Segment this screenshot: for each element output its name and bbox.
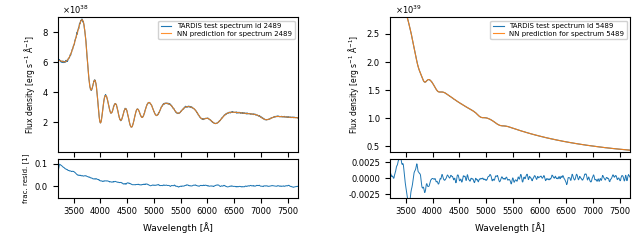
NN prediction for spectrum 5489 [489,120,497,122]
TARDIS test spectrum id 2489 [116,119,124,122]
TARDIS test spectrum id 2489 [80,24,88,27]
NN prediction for spectrum 2489 [116,119,124,122]
X-axis label: Wavelength [Å]: Wavelength [Å] [475,222,545,233]
Line: NN prediction for spectrum 5489: NN prediction for spectrum 5489 [390,0,630,150]
NN prediction for spectrum 2489 [54,59,61,61]
TARDIS test spectrum id 5489 [386,0,394,2]
TARDIS test spectrum id 5489 [449,97,456,100]
TARDIS test spectrum id 2489 [127,126,135,129]
NN prediction for spectrum 2489 [236,111,243,114]
NN prediction for spectrum 5489 [594,145,602,148]
TARDIS test spectrum id 2489 [54,58,61,61]
TARDIS test spectrum id 5489 [594,145,602,148]
Line: TARDIS test spectrum id 2489: TARDIS test spectrum id 2489 [58,19,298,127]
Text: $\times 10^{38}$: $\times 10^{38}$ [63,3,89,16]
Text: $\times 10^{39}$: $\times 10^{39}$ [394,3,421,16]
Y-axis label: frac. resid. [1]: frac. resid. [1] [22,154,29,203]
NN prediction for spectrum 2489 [78,18,86,21]
Line: NN prediction for spectrum 2489: NN prediction for spectrum 2489 [58,20,298,127]
TARDIS test spectrum id 2489 [157,107,164,110]
Line: TARDIS test spectrum id 5489: TARDIS test spectrum id 5489 [390,0,630,150]
TARDIS test spectrum id 2489 [294,117,302,120]
TARDIS test spectrum id 5489 [412,57,420,60]
NN prediction for spectrum 2489 [127,126,135,129]
TARDIS test spectrum id 5489 [489,119,497,122]
NN prediction for spectrum 2489 [157,107,164,110]
TARDIS test spectrum id 5489 [389,0,397,1]
TARDIS test spectrum id 5489 [568,141,575,144]
TARDIS test spectrum id 2489 [262,118,269,121]
TARDIS test spectrum id 5489 [557,139,565,142]
NN prediction for spectrum 5489 [557,140,565,142]
TARDIS test spectrum id 2489 [236,111,243,114]
TARDIS test spectrum id 2489 [78,18,86,20]
NN prediction for spectrum 2489 [294,116,302,119]
TARDIS test spectrum id 5489 [627,149,634,152]
Legend: TARDIS test spectrum id 5489, NN prediction for spectrum 5489: TARDIS test spectrum id 5489, NN predict… [490,20,627,40]
NN prediction for spectrum 2489 [226,111,234,114]
NN prediction for spectrum 5489 [389,0,397,1]
Legend: TARDIS test spectrum id 2489, NN prediction for spectrum 2489: TARDIS test spectrum id 2489, NN predict… [158,20,295,40]
TARDIS test spectrum id 2489 [226,111,234,114]
NN prediction for spectrum 5489 [386,0,394,2]
NN prediction for spectrum 2489 [80,24,88,27]
NN prediction for spectrum 5489 [412,57,420,60]
X-axis label: Wavelength [Å]: Wavelength [Å] [143,222,213,233]
NN prediction for spectrum 5489 [568,141,575,144]
NN prediction for spectrum 5489 [449,97,456,100]
Y-axis label: Flux density [erg s$^{-1}$ Å$^{-1}$]: Flux density [erg s$^{-1}$ Å$^{-1}$] [22,35,37,134]
TARDIS test spectrum id 5489 [626,149,634,152]
Y-axis label: Flux density [erg s$^{-1}$ Å$^{-1}$]: Flux density [erg s$^{-1}$ Å$^{-1}$] [346,35,362,134]
NN prediction for spectrum 5489 [627,149,634,152]
NN prediction for spectrum 2489 [262,118,269,121]
